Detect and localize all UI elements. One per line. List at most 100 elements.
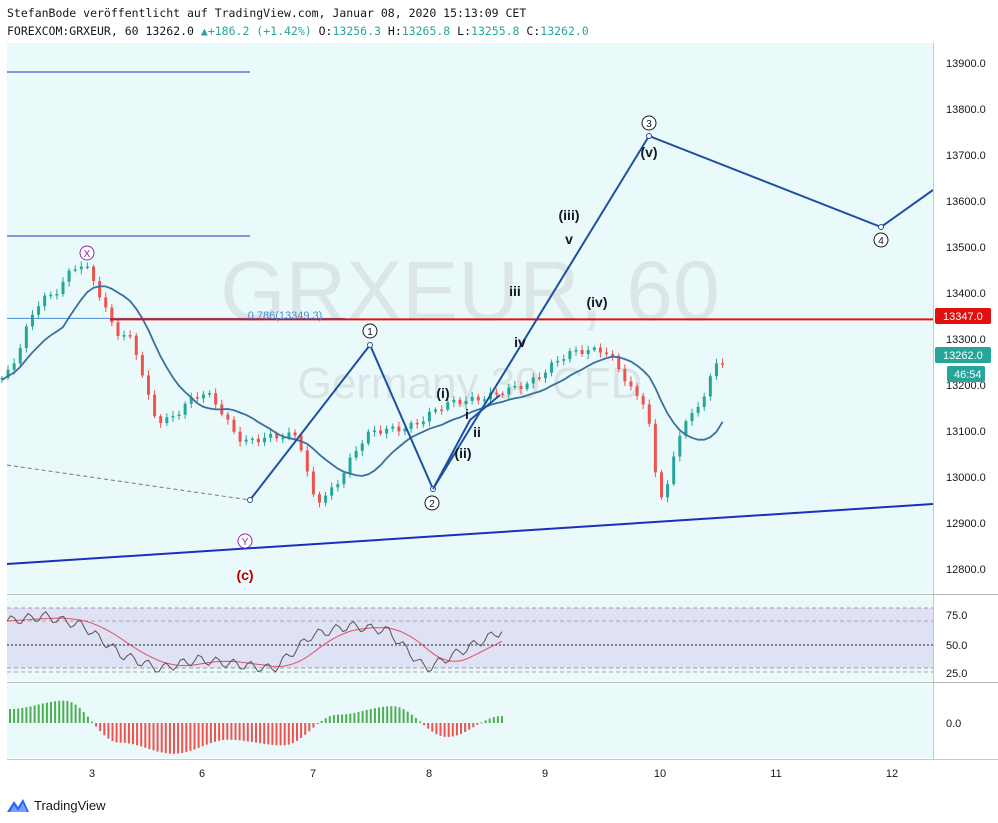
symbol-legend[interactable]: FOREXCOM:GRXEUR, 60 13262.0 ▲+186.2 (+1.… [7,24,589,38]
candle-body [189,397,193,404]
candle-body [501,393,505,395]
macd-bar [234,723,237,741]
macd-label: 0.0 [946,718,961,730]
drawing-lines[interactable] [6,133,934,565]
macd-bar [250,723,253,742]
candle-body [513,385,517,388]
tradingview-logo[interactable]: TradingView [6,795,106,815]
wave-3-circle [641,115,657,131]
candle-body [372,430,376,432]
tradingview-logo-icon [7,799,29,812]
macd-bar [41,703,44,723]
time-label: 6 [199,768,205,780]
candle-body [250,438,254,441]
moving-average-line [1,285,724,477]
rsi-lines [6,610,503,673]
candle-body [391,426,395,429]
candle-body [85,266,89,269]
macd-bar [58,700,61,723]
candle-body [159,416,163,424]
macd-bar [127,723,130,744]
candle-body [281,437,285,440]
wave-1-circle [362,323,378,339]
last-price: 13262.0 [145,24,194,38]
macd-bar [193,723,196,750]
macd-bar [103,723,106,736]
candle-body [427,411,431,422]
price-axis[interactable]: 13900.0 13800.0 13700.0 13600.0 13500.0 … [935,58,991,576]
macd-bar [144,723,147,748]
candle-body [452,399,456,403]
macd-bar [472,723,475,728]
rsi-label: 50.0 [946,640,967,652]
time-label: 10 [654,768,666,780]
candle-body [6,369,10,378]
macd-bar [45,702,48,723]
candle-body [171,416,175,418]
candle-body [537,377,541,379]
macd-bar [369,709,372,723]
macd-bar [423,723,426,726]
candle-body [79,266,83,270]
candle-body [275,433,279,439]
macd-bar [398,707,401,723]
macd-bar [185,723,188,753]
macd-bar [168,723,171,754]
macd-bar [394,706,397,723]
candle-body [568,351,572,360]
candle-body [244,439,248,442]
candle-body [49,294,53,297]
macd-bar [382,706,385,723]
candle-body [495,392,499,395]
candle-body [525,383,529,390]
wave-y-label: Y [242,537,249,548]
candle-body [324,495,328,503]
macd-bar [136,723,139,746]
macd-bar [439,723,442,736]
candle-body [232,419,236,432]
macd-bar [455,723,458,736]
wave-iii-paren-label: (iii) [559,207,580,223]
candle-body [43,295,47,307]
macd-bar [312,723,315,728]
macd-bar [25,707,28,723]
wave-ii-label: ii [473,424,481,440]
candle-body [128,335,132,337]
candle-body [458,399,462,405]
macd-bar [209,723,212,744]
macd-bar [70,702,73,723]
candle-body [336,484,340,488]
candle-body [409,422,413,429]
candle-body [531,377,535,384]
candle-body [556,360,560,363]
time-axis[interactable]: 3 6 7 8 9 10 11 12 [89,768,898,780]
macd-bar [140,723,143,747]
macd-bar [181,723,184,754]
macd-bar [86,716,89,723]
price-label: 12800.0 [946,564,986,576]
price-label: 13400.0 [946,288,986,300]
candle-body [293,432,297,436]
macd-bar [78,707,81,723]
candle-body [67,270,71,282]
timer-badge [947,366,985,382]
candle-body [574,350,578,352]
last-price-badge-text: 13262.0 [943,350,983,362]
candle-body [177,414,181,417]
macd-bar [21,707,24,723]
macd-bar [13,708,16,723]
price-label: 13100.0 [946,426,986,438]
macd-bar [320,720,323,723]
candle-body [208,393,212,395]
macd-bar [353,712,356,723]
macd-bar [62,700,65,723]
candle-body [61,281,65,295]
price-label: 13700.0 [946,150,986,162]
macd-bar [246,723,249,742]
macd-bar [296,723,298,741]
candle-body [476,396,480,401]
wave-1-label: 1 [367,327,373,338]
candle-body [397,426,401,432]
macd-bar [160,723,163,753]
